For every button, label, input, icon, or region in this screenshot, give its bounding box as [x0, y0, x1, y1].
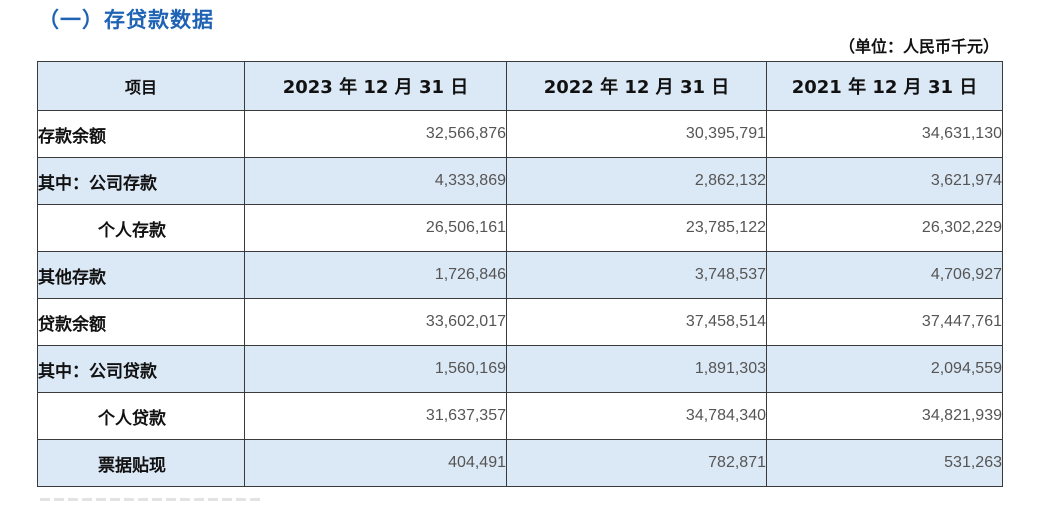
cell-value: 1,560,169 — [244, 345, 507, 393]
deposit-loan-table: 项目 2023 年 12 月 31 日 2022 年 12 月 31 日 202… — [37, 61, 1003, 487]
unit-note: （单位：人民币千元） — [838, 37, 999, 56]
cell-value: 2,094,559 — [766, 345, 1003, 393]
row-label: 贷款余额 — [37, 298, 245, 346]
table-row: 存款余额 32,566,876 30,395,791 34,631,130 — [37, 110, 1003, 158]
cell-value: 2,862,132 — [506, 157, 767, 205]
cell-value: 404,491 — [244, 439, 507, 487]
table-header-row: 项目 2023 年 12 月 31 日 2022 年 12 月 31 日 202… — [37, 61, 1003, 111]
row-label: 存款余额 — [37, 110, 245, 158]
table-row: 其他存款 1,726,846 3,748,537 4,706,927 — [37, 251, 1003, 299]
cell-value: 26,302,229 — [766, 204, 1003, 252]
row-label: 个人存款 — [37, 204, 245, 252]
cell-value: 30,395,791 — [506, 110, 767, 158]
cell-value: 531,263 — [766, 439, 1003, 487]
faded-footer-text — [40, 498, 260, 501]
cell-value: 4,333,869 — [244, 157, 507, 205]
cell-value: 37,458,514 — [506, 298, 767, 346]
row-label: 票据贴现 — [37, 439, 245, 487]
row-label: 其他存款 — [37, 251, 245, 299]
row-label: 其中：公司贷款 — [37, 345, 245, 393]
table-row: 其中：公司贷款 1,560,169 1,891,303 2,094,559 — [37, 345, 1003, 393]
cell-value: 26,506,161 — [244, 204, 507, 252]
cell-value: 34,784,340 — [506, 392, 767, 440]
cell-value: 1,726,846 — [244, 251, 507, 299]
cell-value: 23,785,122 — [506, 204, 767, 252]
header-2021: 2021 年 12 月 31 日 — [766, 61, 1003, 111]
header-2022: 2022 年 12 月 31 日 — [506, 61, 767, 111]
row-label: 个人贷款 — [37, 392, 245, 440]
cell-value: 32,566,876 — [244, 110, 507, 158]
cell-value: 3,621,974 — [766, 157, 1003, 205]
table-row: 其中：公司存款 4,333,869 2,862,132 3,621,974 — [37, 157, 1003, 205]
table-row: 个人贷款 31,637,357 34,784,340 34,821,939 — [37, 392, 1003, 440]
cell-value: 31,637,357 — [244, 392, 507, 440]
row-label: 其中：公司存款 — [37, 157, 245, 205]
table-row: 贷款余额 33,602,017 37,458,514 37,447,761 — [37, 298, 1003, 346]
cell-value: 34,821,939 — [766, 392, 1003, 440]
header-item: 项目 — [37, 61, 245, 111]
header-2023: 2023 年 12 月 31 日 — [244, 61, 507, 111]
cell-value: 33,602,017 — [244, 298, 507, 346]
cell-value: 37,447,761 — [766, 298, 1003, 346]
cell-value: 34,631,130 — [766, 110, 1003, 158]
cell-value: 4,706,927 — [766, 251, 1003, 299]
section-title: （一）存贷款数据 — [38, 8, 214, 32]
table-row: 票据贴现 404,491 782,871 531,263 — [37, 439, 1003, 487]
table-row: 个人存款 26,506,161 23,785,122 26,302,229 — [37, 204, 1003, 252]
cell-value: 1,891,303 — [506, 345, 767, 393]
cell-value: 3,748,537 — [506, 251, 767, 299]
cell-value: 782,871 — [506, 439, 767, 487]
